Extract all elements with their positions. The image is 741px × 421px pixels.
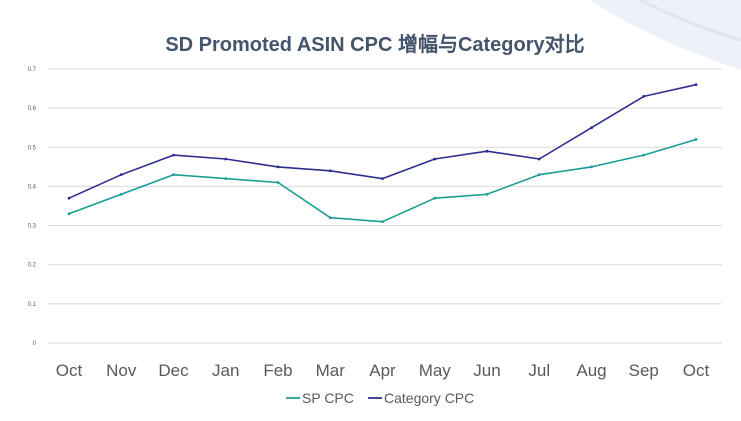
data-point xyxy=(224,177,228,181)
data-point xyxy=(642,95,646,98)
x-tick-label: Jul xyxy=(528,361,550,380)
data-point xyxy=(328,216,332,220)
background-decoration xyxy=(590,0,741,70)
y-tick-label: 0.2 xyxy=(28,263,37,269)
chart-title: SD Promoted ASIN CPC 增幅与Category对比 xyxy=(165,32,584,56)
decorative-swoosh xyxy=(590,0,741,70)
data-point xyxy=(694,138,698,141)
data-point xyxy=(67,212,71,216)
legend-label: Category CPC xyxy=(384,390,474,406)
data-point xyxy=(276,165,280,169)
y-tick-label: 0.1 xyxy=(28,302,37,308)
x-tick-label: Feb xyxy=(263,361,292,380)
x-tick-label: Oct xyxy=(56,361,83,380)
y-axis-tick-labels: 0 0.1 0.2 0.3 0.4 0.5 0.6 0.7 xyxy=(28,67,37,347)
x-tick-label: Nov xyxy=(106,361,137,380)
data-point xyxy=(276,181,280,184)
series-line-sp-cpc xyxy=(68,138,697,223)
x-tick-label: Jun xyxy=(473,361,500,380)
x-tick-label: Aug xyxy=(576,361,606,380)
y-tick-label: 0.3 xyxy=(28,224,37,230)
y-tick-label: 0.5 xyxy=(28,145,37,151)
x-tick-label: Apr xyxy=(369,361,396,380)
x-tick-label: Jan xyxy=(212,361,239,380)
data-point xyxy=(172,173,175,177)
legend-item-sp-cpc: SP CPC xyxy=(286,390,354,406)
x-tick-label: Mar xyxy=(316,361,346,380)
data-point xyxy=(590,126,593,130)
legend-item-category-cpc: Category CPC xyxy=(368,390,474,406)
decorative-swoosh-line xyxy=(639,0,741,42)
data-point xyxy=(224,157,228,161)
data-point xyxy=(119,192,123,196)
data-point xyxy=(172,153,175,157)
data-point xyxy=(694,83,698,87)
data-point xyxy=(485,149,489,153)
y-tick-label: 0.7 xyxy=(28,67,37,73)
x-tick-label: Oct xyxy=(683,361,710,380)
data-point xyxy=(537,173,541,177)
data-point xyxy=(381,177,384,181)
y-tick-label: 0.6 xyxy=(28,106,37,112)
data-point xyxy=(642,153,646,157)
data-point xyxy=(433,196,437,200)
x-axis-tick-labels: Oct Nov Dec Jan Feb Mar Apr May Jun Jul Aug Sep Oct xyxy=(56,361,710,380)
data-point xyxy=(485,192,489,196)
data-point xyxy=(328,169,332,173)
y-tick-label: 0.4 xyxy=(28,184,37,190)
data-point xyxy=(119,173,123,177)
data-point xyxy=(381,220,384,224)
series-lines xyxy=(67,83,698,224)
y-tick-label: 0 xyxy=(33,341,37,347)
gridlines xyxy=(48,68,722,344)
x-tick-label: Dec xyxy=(158,361,189,380)
x-tick-label: May xyxy=(419,361,452,380)
data-point xyxy=(67,196,71,200)
data-point xyxy=(433,157,437,161)
x-tick-label: Sep xyxy=(629,361,659,380)
series-line-category-cpc xyxy=(68,83,697,199)
legend-label: SP CPC xyxy=(302,390,354,406)
data-point xyxy=(537,157,541,161)
data-point xyxy=(590,165,593,169)
legend: SP CPC Category CPC xyxy=(286,390,474,406)
